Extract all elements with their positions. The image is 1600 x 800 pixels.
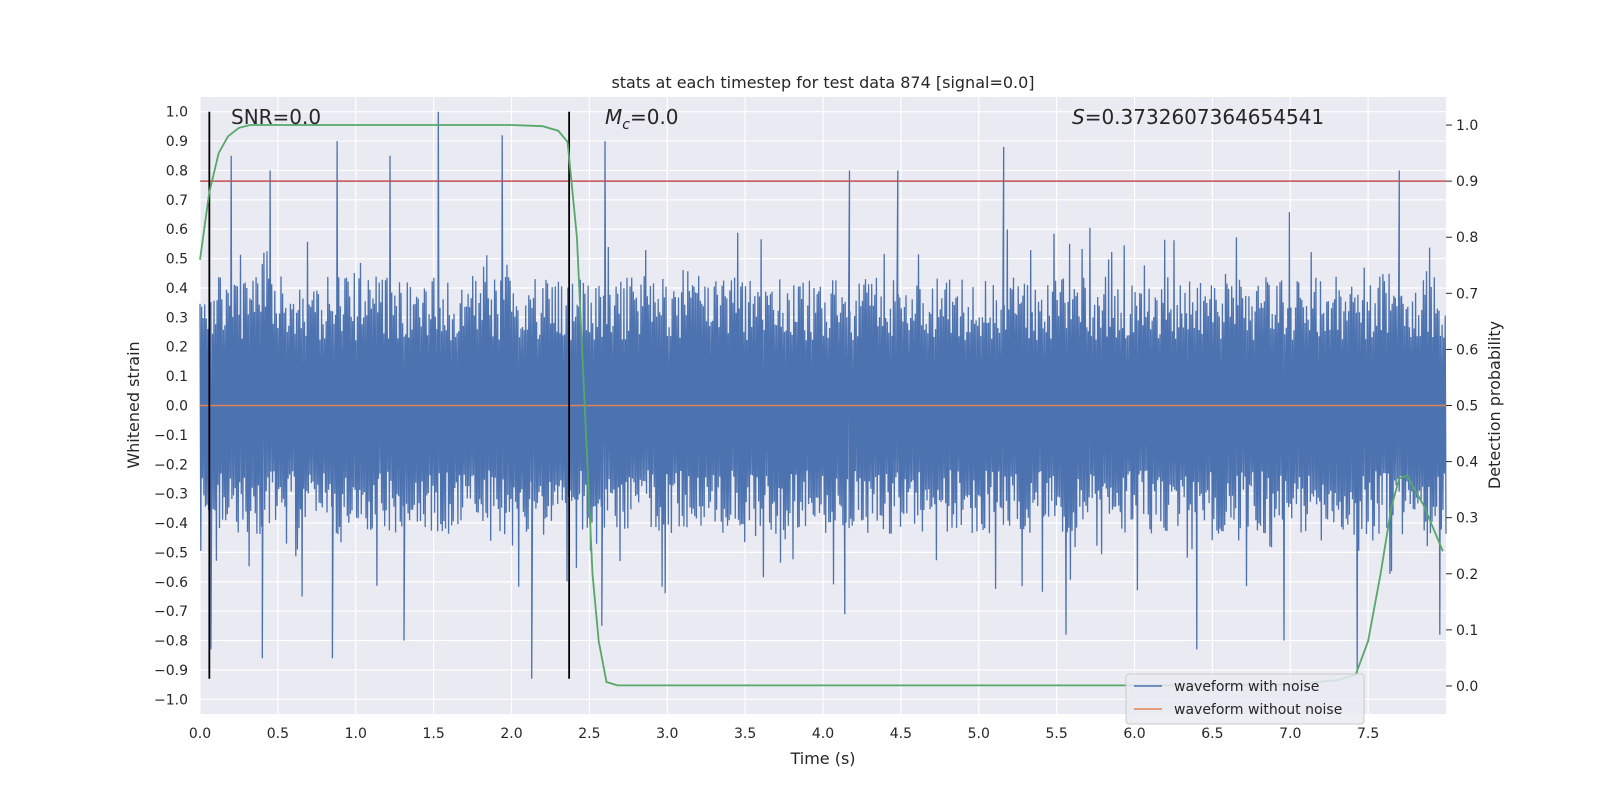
x-tick-label: 7.5 [1357, 726, 1379, 742]
left-y-tick-label: −0.5 [154, 545, 188, 561]
x-tick-label: 4.5 [890, 726, 912, 742]
left-y-tick-label: 1.0 [166, 105, 188, 121]
x-tick-label: 1.0 [345, 726, 367, 742]
right-y-tick-label: 0.5 [1456, 399, 1478, 415]
x-tick-label: 2.0 [500, 726, 522, 742]
left-y-axis-label: Whitened strain [124, 341, 143, 468]
left-y-tick-label: −0.1 [154, 428, 188, 444]
detection-probability-series [199, 124, 1444, 687]
x-tick-label: 6.0 [1123, 726, 1145, 742]
x-tick-label: 0.5 [267, 726, 289, 742]
legend-label-with-noise: waveform with noise [1174, 679, 1319, 695]
left-y-tick-label: −0.9 [154, 663, 188, 679]
right-y-tick-label: 0.1 [1456, 623, 1478, 639]
detection-probability-line [199, 124, 1444, 687]
left-y-tick-label: −0.2 [154, 457, 188, 473]
right-y-tick-label: 0.7 [1456, 286, 1478, 302]
left-y-tick-label: 0.0 [166, 399, 188, 415]
x-tick-label: 3.5 [734, 726, 756, 742]
right-y-tick-label: 0.0 [1456, 679, 1478, 695]
chart-title: stats at each timestep for test data 874… [611, 73, 1034, 92]
left-y-tick-label: 0.6 [166, 222, 188, 238]
left-y-tick-label: 0.9 [166, 134, 188, 150]
x-tick-label: 0.0 [189, 726, 211, 742]
right-y-tick-label: 1.0 [1456, 118, 1478, 134]
left-y-tick-label: −0.7 [154, 604, 188, 620]
left-y-tick-label: −0.8 [154, 634, 188, 650]
left-y-tick-label: −0.3 [154, 487, 188, 503]
chirp-mass-value: =0.0 [630, 105, 679, 129]
x-tick-label: 6.5 [1201, 726, 1223, 742]
legend: waveform with noise waveform without noi… [1125, 673, 1365, 725]
right-y-axis-ticks: 1.0 0.9 0.8 0.7 0.6 0.5 0.4 0.3 0.2 0.1 0.0 [1446, 118, 1478, 695]
vertical-markers [208, 111, 571, 679]
x-tick-label: 7.0 [1279, 726, 1301, 742]
x-axis-ticks: 0.0 0.5 1.0 1.5 2.0 2.5 3.0 3.5 4.0 4.5 5.0 5.5 6.0 6… [189, 726, 1379, 742]
x-tick-label: 4.0 [812, 726, 834, 742]
score-symbol: S [1072, 105, 1085, 129]
left-y-tick-label: 0.3 [166, 310, 188, 326]
right-y-tick-label: 0.4 [1456, 455, 1478, 471]
right-y-tick-label: 0.8 [1456, 230, 1478, 246]
left-y-tick-label: 0.1 [166, 369, 188, 385]
left-y-tick-label: −1.0 [154, 692, 188, 708]
x-tick-label: 2.5 [578, 726, 600, 742]
snr-annotation: SNR=0.0 [231, 105, 321, 129]
right-y-tick-label: 0.6 [1456, 342, 1478, 358]
score-value: =0.3732607364654541 [1085, 105, 1324, 129]
chirp-mass-symbol: M [605, 105, 622, 129]
left-y-tick-label: 0.5 [166, 252, 188, 268]
left-y-tick-label: 0.4 [166, 281, 188, 297]
score-annotation: S=0.3732607364654541 [1072, 105, 1324, 129]
left-y-tick-label: −0.4 [154, 516, 188, 532]
right-y-tick-label: 0.9 [1456, 174, 1478, 190]
left-y-tick-label: 0.8 [166, 163, 188, 179]
x-axis-label: Time (s) [789, 749, 855, 768]
x-tick-label: 5.0 [968, 726, 990, 742]
right-y-tick-label: 0.2 [1456, 567, 1478, 583]
chirp-mass-annotation: Mc=0.0 [605, 105, 679, 133]
legend-label-without-noise: waveform without noise [1174, 702, 1342, 718]
legend-box [1125, 673, 1365, 725]
x-tick-label: 3.0 [656, 726, 678, 742]
left-y-tick-label: −0.6 [154, 575, 188, 591]
x-tick-label: 5.5 [1045, 726, 1067, 742]
right-y-tick-label: 0.3 [1456, 511, 1478, 527]
x-tick-label: 1.5 [422, 726, 444, 742]
chirp-mass-subscript: c [622, 117, 630, 133]
left-y-axis-ticks: 1.0 0.9 0.8 0.7 0.6 0.5 0.4 0.3 0.2 0.1 0.0 −0.1 −0.… [154, 105, 188, 709]
left-y-tick-label: 0.7 [166, 193, 188, 209]
right-y-axis-label: Detection probability [1485, 321, 1504, 489]
left-y-tick-label: 0.2 [166, 340, 188, 356]
